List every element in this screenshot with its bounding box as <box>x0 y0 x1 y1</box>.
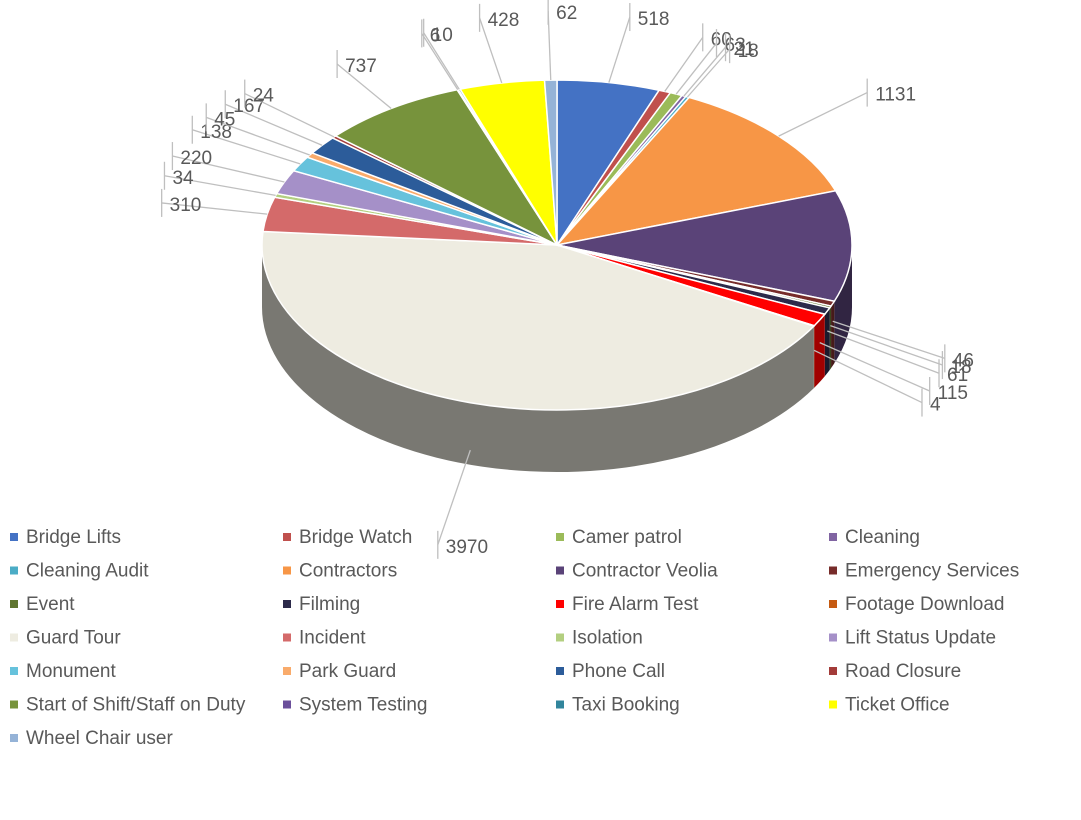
leader-line <box>814 350 922 402</box>
legend-swatch <box>10 634 18 642</box>
slice-side <box>831 301 834 368</box>
legend-label: Start of Shift/Staff on Duty <box>26 695 246 716</box>
legend-label: System Testing <box>299 695 427 716</box>
legend-swatch <box>556 567 564 575</box>
legend-label: Bridge Lifts <box>26 527 121 548</box>
legend-swatch <box>10 701 18 709</box>
data-label: 10 <box>432 25 453 46</box>
legend-label: Contractors <box>299 561 397 582</box>
data-label: 62 <box>556 3 577 24</box>
legend-swatch <box>10 734 18 742</box>
legend-swatch <box>829 701 837 709</box>
leader-line <box>687 49 729 97</box>
legend-label: Taxi Booking <box>572 695 680 716</box>
data-label: 220 <box>180 148 212 169</box>
data-label: 518 <box>638 9 670 30</box>
data-label: 3970 <box>446 537 488 558</box>
legend-swatch <box>283 634 291 642</box>
legend-swatch <box>283 701 291 709</box>
legend-label: Guard Tour <box>26 628 121 649</box>
legend-label: Filming <box>299 594 360 615</box>
legend-label: Phone Call <box>572 661 665 682</box>
legend-label: Fire Alarm Test <box>572 594 699 615</box>
legend-swatch <box>829 533 837 541</box>
legend-label: Isolation <box>572 628 643 649</box>
legend-label: Incident <box>299 628 366 649</box>
legend-swatch <box>556 533 564 541</box>
legend-swatch <box>556 701 564 709</box>
legend-label: Wheel Chair user <box>26 728 173 749</box>
legend-swatch <box>556 600 564 608</box>
legend-label: Event <box>26 594 75 615</box>
legend-label: Monument <box>26 661 116 682</box>
leader-line <box>609 17 630 83</box>
data-label: 428 <box>488 10 520 31</box>
legend-swatch <box>10 600 18 608</box>
legend-swatch <box>10 533 18 541</box>
legend-swatch <box>10 567 18 575</box>
legend-swatch <box>283 600 291 608</box>
leader-line <box>820 343 930 391</box>
data-label: 24 <box>253 86 275 107</box>
legend-label: Lift Status Update <box>845 628 996 649</box>
legend-swatch <box>283 667 291 675</box>
legend-label: Cleaning <box>845 527 920 548</box>
legend-swatch <box>10 667 18 675</box>
legend-label: Park Guard <box>299 661 396 682</box>
data-label: 737 <box>345 56 377 77</box>
legend-label: Footage Download <box>845 594 1005 615</box>
legend-swatch <box>829 567 837 575</box>
legend-swatch <box>556 667 564 675</box>
legend-label: Contractor Veolia <box>572 561 718 582</box>
data-label: 1131 <box>875 85 916 106</box>
leader-line <box>438 450 471 545</box>
legend-swatch <box>283 533 291 541</box>
legend-swatch <box>556 634 564 642</box>
data-label: 18 <box>738 41 759 62</box>
data-label: 4 <box>930 395 941 416</box>
legend-label: Bridge Watch <box>299 527 412 548</box>
legend-label: Cleaning Audit <box>26 561 149 582</box>
data-label: 115 <box>938 383 968 404</box>
legend-label: Camer patrol <box>572 527 682 548</box>
data-label: 34 <box>172 168 194 189</box>
data-label: 310 <box>170 195 202 216</box>
legend-swatch <box>829 634 837 642</box>
leader-line <box>830 326 942 365</box>
legend-label: Ticket Office <box>845 695 950 716</box>
legend-swatch <box>829 667 837 675</box>
leader-line <box>779 93 868 137</box>
legend-swatch <box>829 600 837 608</box>
legend-swatch <box>283 567 291 575</box>
legend-label: Road Closure <box>845 661 961 682</box>
slice-side <box>825 308 830 376</box>
slice-side <box>830 306 831 370</box>
leader-line <box>665 37 703 91</box>
legend-label: Emergency Services <box>845 561 1019 582</box>
